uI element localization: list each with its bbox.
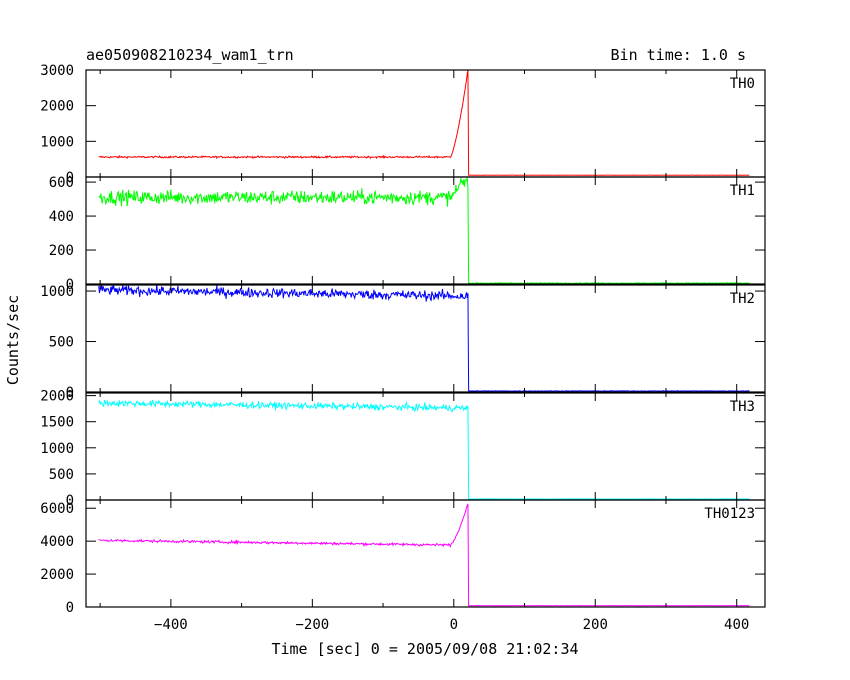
panel-label-th3: TH3 (730, 399, 755, 415)
y-tick-label: 200 (49, 243, 74, 259)
panel-label-th0123: TH0123 (704, 506, 755, 522)
series-line-th1 (98, 177, 750, 284)
y-tick-label: 1000 (40, 441, 74, 457)
x-tick-label: 400 (724, 617, 749, 633)
panel-label-th0: TH0 (730, 76, 755, 92)
series-line-th3 (98, 399, 750, 500)
y-tick-label: 6000 (40, 501, 74, 517)
y-tick-label: 2000 (40, 99, 74, 115)
panel-frame-th1 (85, 176, 766, 285)
y-tick-label: 1000 (40, 134, 74, 150)
y-tick-label: 0 (66, 277, 74, 293)
y-axis-label: Counts/sec (4, 295, 22, 385)
y-tick-label: 1000 (40, 284, 74, 300)
y-tick-label: 0 (66, 170, 74, 186)
series-line-th0 (98, 70, 750, 176)
chart-title: ae050908210234_wam1_trn (86, 46, 294, 64)
y-tick-label: 0 (66, 385, 74, 401)
y-tick-label: 2000 (40, 389, 74, 405)
y-tick-label: 0 (66, 600, 74, 616)
y-tick-label: 600 (49, 175, 74, 191)
panel-frame-th2 (85, 284, 766, 393)
y-tick-label: 2000 (40, 567, 74, 583)
x-tick-label: −200 (295, 617, 329, 633)
y-tick-label: 500 (49, 335, 74, 351)
y-tick-label: 500 (49, 467, 74, 483)
x-tick-label: −400 (154, 617, 188, 633)
y-tick-label: 1500 (40, 415, 74, 431)
y-tick-label: 0 (66, 493, 74, 509)
panel-frame-th0 (85, 69, 766, 178)
bin-time-label: Bin time: 1.0 s (611, 46, 746, 64)
y-tick-label: 3000 (40, 63, 74, 79)
panel-label-th1: TH1 (730, 183, 755, 199)
panel-frame-th0123 (85, 499, 766, 608)
series-line-th2 (98, 285, 750, 392)
y-tick-label: 4000 (40, 534, 74, 550)
y-tick-label: 400 (49, 209, 74, 225)
series-line-th0123 (98, 503, 750, 607)
x-axis-label: Time [sec] 0 = 2005/09/08 21:02:34 (271, 640, 578, 658)
x-tick-label: 200 (583, 617, 608, 633)
x-tick-label: 0 (450, 617, 458, 633)
panel-label-th2: TH2 (730, 291, 755, 307)
